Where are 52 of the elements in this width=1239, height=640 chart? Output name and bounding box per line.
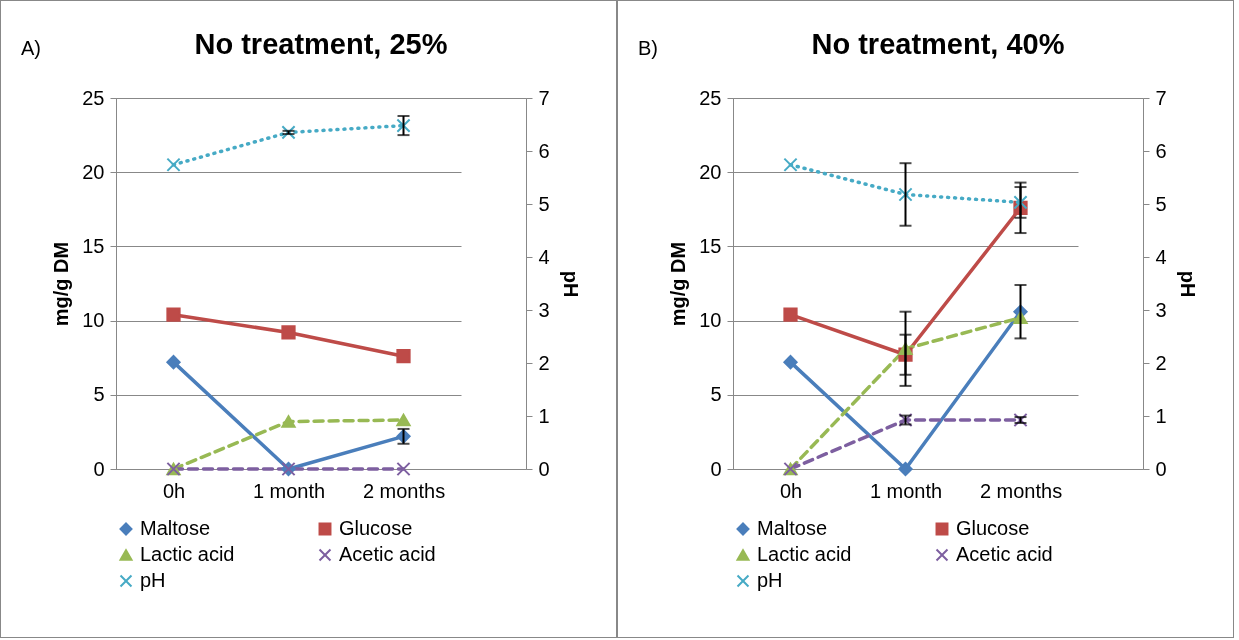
- x-tick-label: 2 months: [362, 479, 446, 502]
- x-tick-label: 0h: [162, 479, 186, 502]
- legend-label: Maltose: [140, 517, 211, 539]
- y-tick-label: 15: [82, 234, 105, 257]
- y-tick-label: 0: [710, 457, 722, 480]
- legend-label: Lactic acid: [757, 543, 852, 565]
- x-tick-label: 2 months: [979, 479, 1063, 502]
- y-axis-title: mg/g DM: [667, 241, 690, 327]
- y-tick-label: 20: [699, 160, 722, 183]
- y2-tick-label: 4: [1155, 245, 1167, 268]
- y-axis-title: mg/g DM: [50, 241, 73, 327]
- legend-label: Glucose: [956, 517, 1030, 539]
- y2-axis-title: pH: [559, 270, 582, 298]
- y2-tick-label: 0: [1155, 457, 1167, 480]
- y-tick-label: 10: [82, 309, 105, 332]
- y2-tick-label: 7: [538, 86, 550, 109]
- y2-tick-label: 5: [538, 192, 550, 215]
- x-tick-label: 1 month: [869, 479, 943, 502]
- text: A): [21, 37, 41, 60]
- chart-title: No treatment, 25%: [194, 28, 448, 60]
- y2-tick-label: 2: [1155, 351, 1167, 374]
- y2-tick-label: 3: [538, 298, 550, 321]
- y-tick-label: 25: [82, 86, 105, 109]
- legend-label: Acetic acid: [956, 543, 1053, 565]
- legend-label: pH: [140, 569, 166, 591]
- y2-tick-label: 1: [1155, 404, 1167, 427]
- x-tick-label: 1 month: [252, 479, 326, 502]
- legend-label: Maltose: [757, 517, 828, 539]
- y2-tick-label: 6: [1155, 139, 1167, 162]
- y-tick-label: 0: [93, 457, 105, 480]
- y-tick-label: 5: [93, 383, 105, 406]
- text: B): [638, 37, 658, 60]
- y2-tick-label: 0: [538, 457, 550, 480]
- y-tick-label: 20: [82, 160, 105, 183]
- y2-tick-label: 1: [538, 404, 550, 427]
- chart-title: No treatment, 40%: [811, 28, 1065, 60]
- x-tick-label: 0h: [779, 479, 803, 502]
- y-tick-label: 15: [699, 234, 722, 257]
- y2-tick-label: 5: [1155, 192, 1167, 215]
- y-tick-label: 5: [710, 383, 722, 406]
- y2-tick-label: 4: [538, 245, 550, 268]
- y-tick-label: 25: [699, 86, 722, 109]
- y2-tick-label: 2: [538, 351, 550, 374]
- y2-tick-label: 6: [538, 139, 550, 162]
- legend-label: Acetic acid: [339, 543, 436, 565]
- y-tick-label: 10: [699, 309, 722, 332]
- y2-tick-label: 3: [1155, 298, 1167, 321]
- legend-label: Glucose: [339, 517, 413, 539]
- y2-tick-label: 7: [1155, 86, 1167, 109]
- legend-label: Lactic acid: [140, 543, 235, 565]
- legend-label: pH: [757, 569, 783, 591]
- y2-axis-title: pH: [1176, 270, 1199, 298]
